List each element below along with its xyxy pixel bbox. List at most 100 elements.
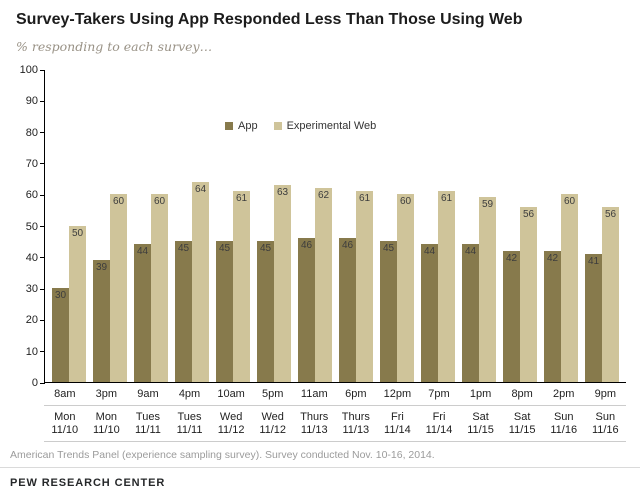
x-label-day: Mon <box>54 411 76 423</box>
bar-app: 46 <box>339 238 356 382</box>
bar-value-label: 61 <box>358 193 371 205</box>
bar-value-label: 59 <box>481 199 494 211</box>
bar-web: 62 <box>315 187 332 382</box>
x-label-date: 11/14 <box>384 424 411 436</box>
bar-web: 60 <box>110 194 127 382</box>
x-label-date: 11/13 <box>300 424 328 436</box>
y-axis-label: 60 <box>25 189 38 202</box>
x-label-date: 11/16 <box>550 424 578 436</box>
x-label-time: 6pm <box>345 388 367 400</box>
x-label-time: 1pm <box>469 388 492 400</box>
bar-app: 45 <box>175 241 192 382</box>
bar-value-label: 56 <box>522 208 535 220</box>
chart-title: Survey-Takers Using App Responded Less T… <box>16 11 523 28</box>
x-label-day: Thurs <box>300 411 329 423</box>
bar-group: 46 62 <box>298 187 332 382</box>
bar-value-label: 45 <box>259 243 272 255</box>
x-axis-row: 11/10 11/10 11/11 11/11 11/12 11/12 11/13 11/13… <box>44 423 626 442</box>
x-label-time: 8am <box>54 388 76 400</box>
x-label-date: 11/10 <box>93 424 120 436</box>
y-axis-label: 70 <box>25 157 38 170</box>
bar-group: 45 63 <box>257 184 291 382</box>
bar-group: 44 61 <box>421 191 455 382</box>
bar-app: 42 <box>503 250 520 382</box>
x-label-time: 9am <box>137 388 159 400</box>
y-axis-tick <box>40 226 45 227</box>
bar-value-label: 61 <box>235 193 248 205</box>
app-legend-swatch <box>225 122 233 130</box>
legend-item-web: Experimental Web <box>273 120 376 132</box>
bar-web: 56 <box>520 206 537 382</box>
bar-web: 61 <box>233 191 250 382</box>
x-label-date: 11/11 <box>134 424 161 436</box>
bar-app: 30 <box>52 288 69 382</box>
bar-value-label: 44 <box>136 246 149 258</box>
bar-value-label: 60 <box>399 196 412 208</box>
x-axis-row: 8am 3pm 9am 4pm 10am 5pm 11am 6pm 12pm 7pm 1pm 8pm 2… <box>44 383 626 406</box>
bar-web: 59 <box>479 197 496 382</box>
footer-divider <box>0 467 640 468</box>
bar-value-label: 45 <box>382 243 395 255</box>
bar-value-label: 42 <box>546 252 559 264</box>
x-label-day: Tues <box>177 411 202 423</box>
bar-value-label: 44 <box>464 246 477 258</box>
x-label-date: 11/16 <box>591 424 619 436</box>
bar-group: 44 59 <box>462 197 496 382</box>
bar-value-label: 60 <box>153 196 166 208</box>
y-axis-label: 80 <box>25 126 38 139</box>
x-axis-row: Mon Mon Tues Tues Wed Wed Thurs Thurs Fri Fri Sat S… <box>44 406 626 423</box>
x-label-day: Wed <box>219 411 243 423</box>
bar-group: 45 60 <box>380 194 414 382</box>
bar-web: 63 <box>274 184 291 382</box>
bar-value-label: 61 <box>440 193 453 205</box>
bar-group: 45 61 <box>216 191 250 382</box>
x-label-date: 11/15 <box>467 424 494 436</box>
bar-value-label: 50 <box>71 227 84 239</box>
x-label-date: 11/11 <box>176 424 203 436</box>
y-axis-label: 10 <box>25 345 38 358</box>
bar-app: 45 <box>380 241 397 382</box>
bar-value-label: 30 <box>54 290 67 302</box>
y-axis-label: 50 <box>25 220 38 233</box>
x-label-day: Sat <box>472 411 489 423</box>
bar-value-label: 60 <box>563 196 576 208</box>
chart-legend: App Experimental Web <box>225 120 376 132</box>
y-axis-tick <box>40 319 45 321</box>
bar-value-label: 46 <box>341 240 354 252</box>
x-label-date: 11/10 <box>51 424 79 436</box>
bar-value-label: 60 <box>112 196 125 208</box>
bar-value-label: 46 <box>300 240 313 252</box>
bar-value-label: 41 <box>587 255 600 267</box>
y-axis-label: 90 <box>25 95 38 108</box>
x-label-time: 10am <box>217 388 245 400</box>
bar-chart: App Experimental Web 0 10 20 30 40 50 60 70 80 90… <box>20 64 626 442</box>
x-label-day: Sun <box>553 411 574 423</box>
y-axis-tick <box>40 100 45 102</box>
y-axis-tick <box>40 351 45 353</box>
app-legend-label: App <box>238 120 258 132</box>
x-label-day: Wed <box>261 411 284 423</box>
bar-value-label: 62 <box>317 189 330 201</box>
web-legend-swatch <box>273 122 282 130</box>
bar-group: 45 64 <box>175 181 209 382</box>
y-axis-tick <box>40 194 45 196</box>
chart-subtitle: % responding to each survey… <box>16 39 213 54</box>
x-label-date: 11/14 <box>425 424 453 436</box>
bar-group: 30 50 <box>52 225 86 382</box>
bar-value-label: 44 <box>423 246 436 258</box>
bar-app: 45 <box>257 241 274 382</box>
bar-web: 50 <box>69 225 86 382</box>
bar-group: 39 60 <box>93 194 127 382</box>
x-label-date: 11/12 <box>217 424 245 436</box>
bar-web: 64 <box>192 181 209 382</box>
bar-group: 41 56 <box>585 206 619 382</box>
bar-value-label: 45 <box>177 243 190 255</box>
bar-value-label: 56 <box>604 208 617 220</box>
bar-web: 60 <box>151 194 168 382</box>
bar-web: 61 <box>356 191 373 382</box>
x-label-time: 7pm <box>428 388 450 400</box>
bar-app: 45 <box>216 241 233 382</box>
x-label-time: 4pm <box>178 388 201 400</box>
bar-group: 46 61 <box>339 191 373 382</box>
y-axis-label: 20 <box>25 314 38 327</box>
